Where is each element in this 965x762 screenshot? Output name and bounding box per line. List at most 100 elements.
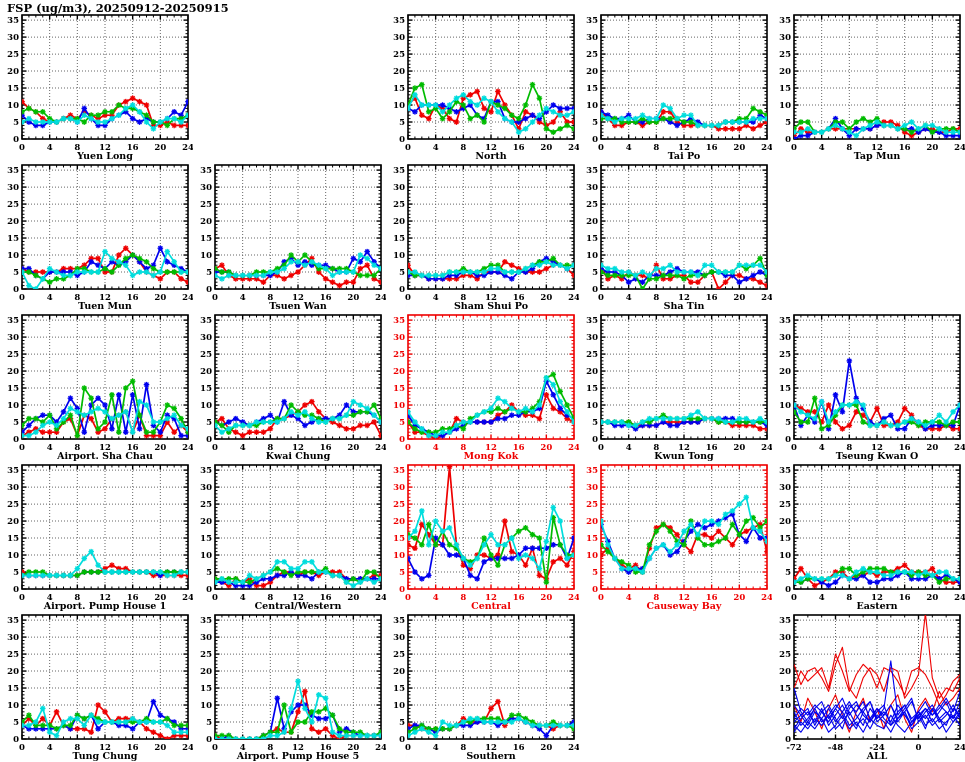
marker-green [412,426,418,432]
marker-cyan [426,102,432,108]
x-tick-label: 24 [954,443,965,453]
marker-red [902,406,908,412]
marker-cyan [612,119,618,125]
marker-cyan [364,256,370,262]
marker-cyan [667,106,673,112]
marker-cyan [461,556,467,562]
marker-cyan [116,719,122,725]
y-tick-label: 25 [393,50,405,60]
marker-cyan [467,562,473,568]
marker-cyan [433,518,439,524]
marker-cyan [564,266,570,272]
marker-green [660,273,666,279]
marker-cyan [323,266,329,272]
marker-red [344,426,350,432]
marker-blue [667,423,673,429]
marker-red [826,402,832,408]
marker-red [302,689,308,695]
marker-cyan [426,542,432,548]
marker-cyan [667,262,673,268]
marker-green [688,119,694,125]
marker-cyan [523,126,529,132]
marker-green [667,116,673,122]
x-tick-label: 20 [733,143,745,153]
y-tick-label: 20 [7,667,19,677]
x-tick-label: 24 [375,743,386,753]
marker-cyan [557,399,563,405]
marker-green [750,106,756,112]
marker-cyan [537,723,543,729]
marker-blue [405,556,411,562]
marker-cyan [81,556,87,562]
y-tick-label: 15 [7,684,19,694]
marker-green [351,576,357,582]
marker-green [840,566,846,572]
marker-cyan [40,706,46,712]
marker-cyan [33,719,39,725]
marker-cyan [171,259,177,265]
marker-cyan [640,269,646,275]
marker-cyan [81,112,87,118]
y-tick-label: 30 [586,33,598,43]
marker-cyan [102,249,108,255]
marker-green [509,712,515,718]
marker-cyan [716,416,722,422]
y-tick-label: 30 [200,633,212,643]
marker-cyan [351,399,357,405]
y-tick-label: 5 [13,568,19,578]
marker-cyan [930,123,936,129]
marker-red [467,92,473,98]
marker-red [757,426,763,432]
marker-cyan [295,566,301,572]
marker-cyan [185,269,191,275]
marker-blue [316,716,322,722]
chart-title-label: Mong Kok [464,451,519,462]
marker-cyan [791,129,797,135]
x-tick-label: 8 [846,143,852,153]
y-tick-label: 25 [200,350,212,360]
y-tick-label: 35 [393,466,405,476]
marker-cyan [702,262,708,268]
marker-green [544,579,550,585]
marker-green [247,579,253,585]
marker-cyan [716,123,722,129]
y-tick-label: 20 [393,67,405,77]
marker-red [233,429,239,435]
marker-green [730,522,736,528]
marker-blue [281,399,287,405]
y-tick-label: 5 [399,718,405,728]
marker-red [351,279,357,285]
marker-blue [888,412,894,418]
marker-cyan [750,525,756,531]
marker-cyan [523,266,529,272]
marker-cyan [378,419,384,425]
marker-green [667,273,673,279]
marker-red [481,106,487,112]
marker-cyan [957,402,963,408]
marker-cyan [619,116,625,122]
marker-blue [144,382,150,388]
marker-cyan [461,419,467,425]
marker-cyan [33,119,39,125]
marker-cyan [853,569,859,575]
marker-cyan [61,116,67,122]
marker-red [930,566,936,572]
marker-red [247,429,253,435]
marker-cyan [812,576,818,582]
marker-green [805,119,811,125]
y-tick-label: 10 [586,251,598,261]
marker-red [412,545,418,551]
y-tick-label: 5 [592,568,598,578]
marker-cyan [219,429,225,435]
marker-cyan [923,569,929,575]
marker-cyan [447,269,453,275]
marker-cyan [550,505,556,511]
marker-red [261,429,267,435]
marker-cyan [757,262,763,268]
marker-red [344,279,350,285]
marker-cyan [709,518,715,524]
